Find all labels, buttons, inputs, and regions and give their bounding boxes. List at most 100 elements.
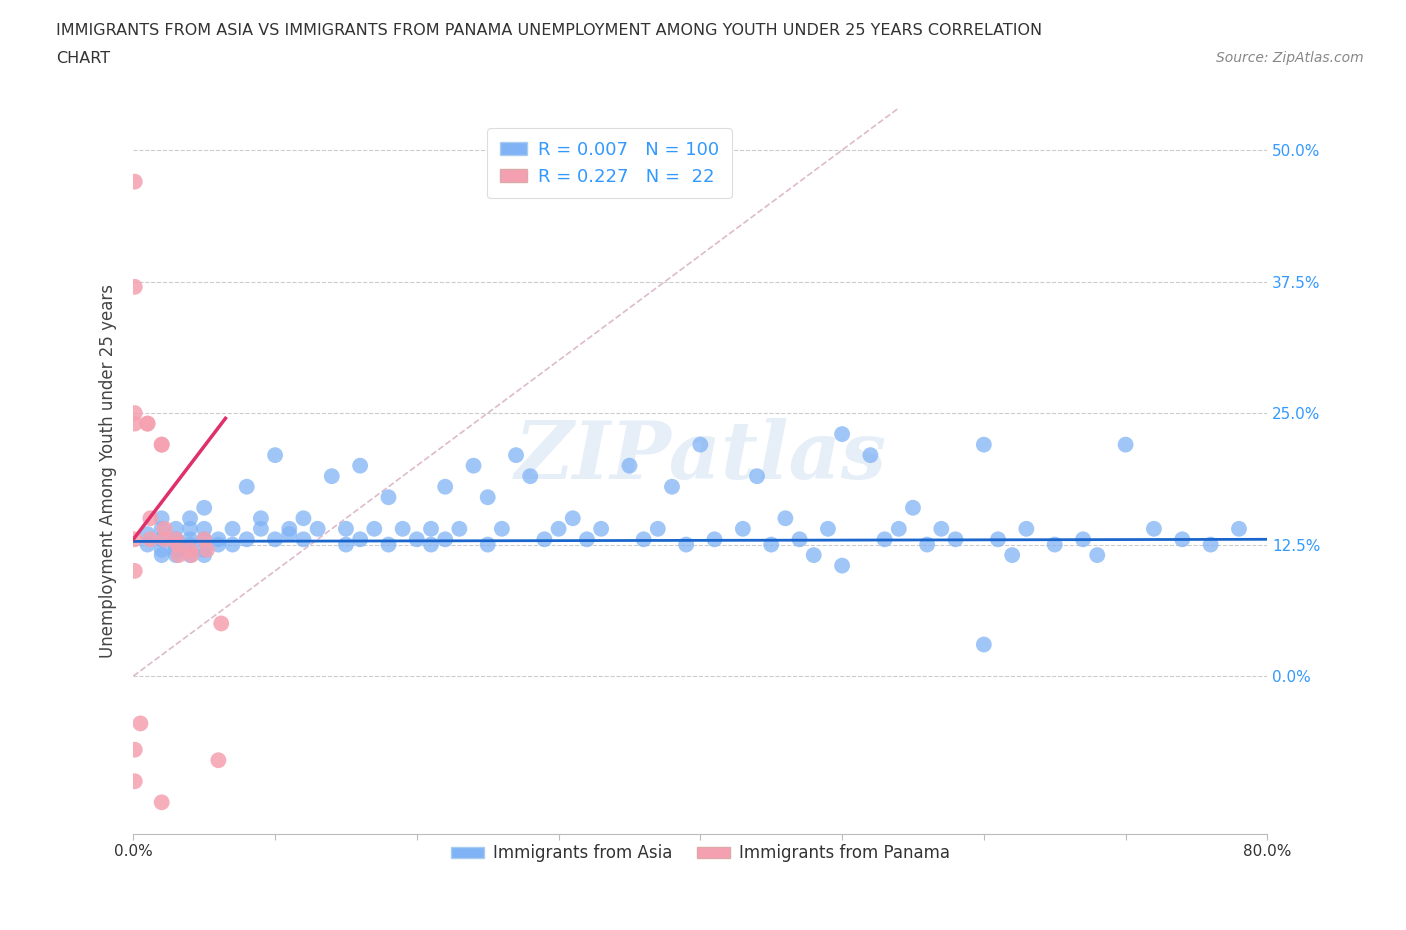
Point <box>675 538 697 552</box>
Point <box>945 532 967 547</box>
Point <box>307 522 329 537</box>
Point <box>561 511 583 525</box>
Point <box>505 447 527 462</box>
Point <box>1043 538 1066 552</box>
Point <box>1227 522 1250 537</box>
Point <box>136 416 159 431</box>
Point <box>179 522 201 537</box>
Point <box>124 405 146 420</box>
Point <box>449 522 471 537</box>
Point <box>1143 522 1166 537</box>
Point <box>775 511 797 525</box>
Point <box>533 532 555 547</box>
Point <box>124 742 146 757</box>
Point <box>789 532 811 547</box>
Point <box>901 500 924 515</box>
Legend: Immigrants from Asia, Immigrants from Panama: Immigrants from Asia, Immigrants from Pa… <box>444 838 956 870</box>
Point <box>1071 532 1094 547</box>
Point <box>150 548 173 563</box>
Point <box>1001 548 1024 563</box>
Point <box>1199 538 1222 552</box>
Point <box>124 416 146 431</box>
Point <box>1015 522 1038 537</box>
Point <box>477 538 499 552</box>
Point <box>179 532 201 547</box>
Point <box>264 532 287 547</box>
Point <box>1085 548 1108 563</box>
Point <box>703 532 725 547</box>
Point <box>405 532 427 547</box>
Point <box>129 716 152 731</box>
Point <box>547 522 569 537</box>
Point <box>124 279 146 294</box>
Point <box>250 511 273 525</box>
Point <box>153 532 176 547</box>
Point <box>165 532 187 547</box>
Point <box>193 548 215 563</box>
Point <box>193 532 215 547</box>
Point <box>292 532 315 547</box>
Point <box>193 532 215 547</box>
Point <box>887 522 910 537</box>
Point <box>591 522 613 537</box>
Point <box>136 416 159 431</box>
Point <box>434 479 457 494</box>
Point <box>150 522 173 537</box>
Point <box>193 522 215 537</box>
Point <box>179 538 201 552</box>
Point <box>150 511 173 525</box>
Text: IMMIGRANTS FROM ASIA VS IMMIGRANTS FROM PANAMA UNEMPLOYMENT AMONG YOUTH UNDER 25: IMMIGRANTS FROM ASIA VS IMMIGRANTS FROM … <box>56 23 1042 38</box>
Point <box>761 538 783 552</box>
Point <box>292 511 315 525</box>
Point <box>207 538 229 552</box>
Point <box>349 532 371 547</box>
Point <box>689 437 711 452</box>
Point <box>335 538 357 552</box>
Point <box>195 542 218 557</box>
Point <box>915 538 938 552</box>
Point <box>124 174 146 189</box>
Point <box>349 458 371 473</box>
Point <box>363 522 385 537</box>
Point <box>973 437 995 452</box>
Point <box>221 522 243 537</box>
Point <box>136 526 159 541</box>
Point <box>477 490 499 505</box>
Point <box>235 532 257 547</box>
Point <box>278 526 301 541</box>
Point <box>321 469 343 484</box>
Point <box>165 542 187 557</box>
Point <box>859 447 882 462</box>
Point <box>150 532 173 547</box>
Point <box>929 522 952 537</box>
Point <box>207 752 229 767</box>
Point <box>139 532 162 547</box>
Point <box>831 558 853 573</box>
Point <box>377 490 399 505</box>
Point <box>831 427 853 442</box>
Point <box>165 532 187 547</box>
Point <box>153 522 176 537</box>
Point <box>250 522 273 537</box>
Point <box>1115 437 1137 452</box>
Point <box>209 616 232 631</box>
Point <box>420 538 443 552</box>
Point <box>124 532 146 547</box>
Point <box>165 548 187 563</box>
Point <box>167 548 190 563</box>
Point <box>1171 532 1194 547</box>
Point <box>745 469 768 484</box>
Point <box>731 522 754 537</box>
Point <box>221 538 243 552</box>
Y-axis label: Unemployment Among Youth under 25 years: Unemployment Among Youth under 25 years <box>100 284 117 658</box>
Point <box>420 522 443 537</box>
Text: Source: ZipAtlas.com: Source: ZipAtlas.com <box>1216 51 1364 65</box>
Point <box>193 542 215 557</box>
Point <box>165 532 187 547</box>
Point <box>165 538 187 552</box>
Point <box>335 522 357 537</box>
Point <box>139 511 162 525</box>
Point <box>124 774 146 789</box>
Point <box>150 437 173 452</box>
Point <box>179 542 201 557</box>
